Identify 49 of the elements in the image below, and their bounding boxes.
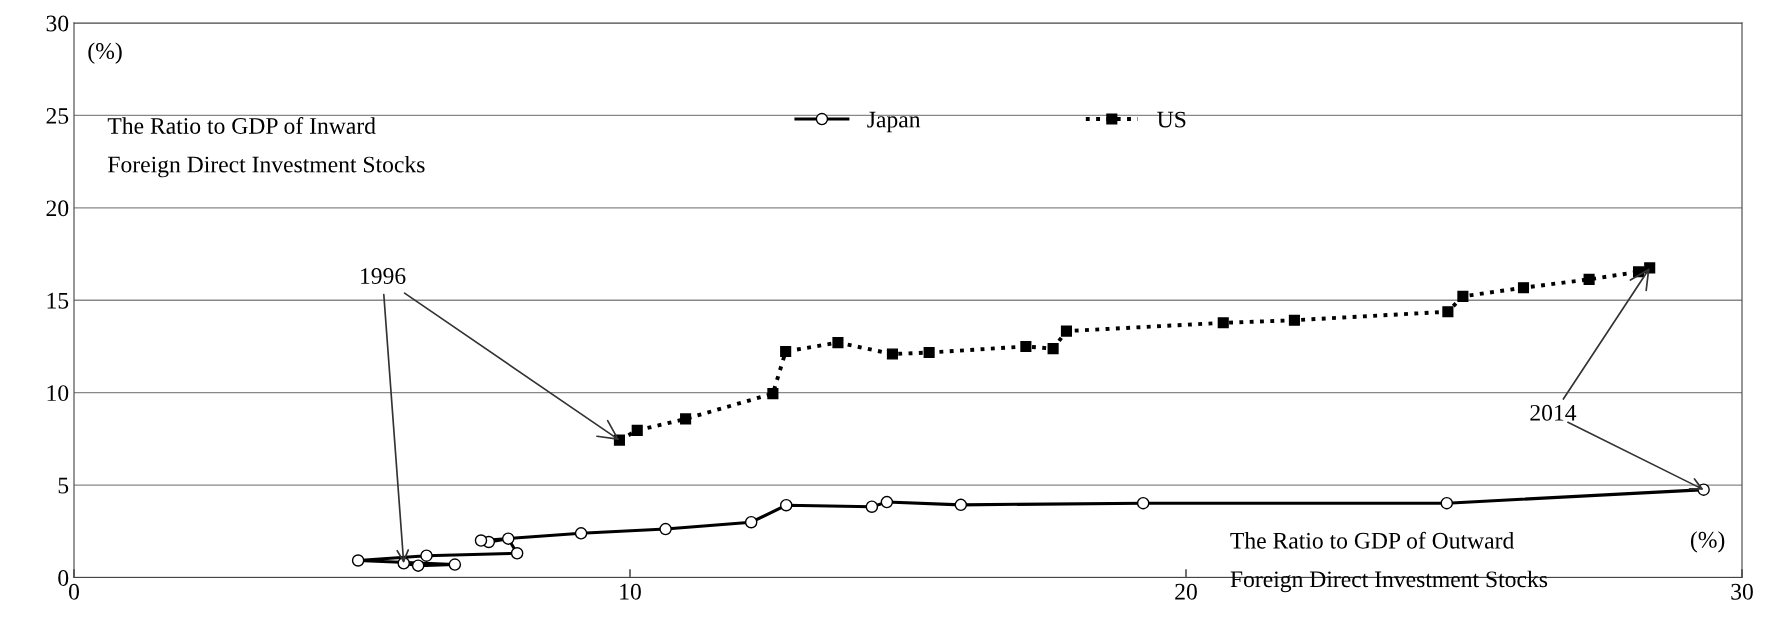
point [1442,306,1454,318]
y-tick-label: 15 [47,292,69,309]
point [767,388,779,400]
point [680,413,692,425]
point [1020,340,1032,353]
legend-label: US [1157,111,1186,128]
point [886,348,898,360]
point [832,337,844,349]
point [865,500,879,513]
point [780,345,792,358]
y-tick-label: 10 [47,385,69,402]
point [954,498,968,512]
annotation: The Ratio to GDP of Inward Foreign Direct Investment Stocks [107,117,425,178]
point [923,347,935,359]
annotation: (%) [88,42,122,64]
point [880,495,894,509]
point [744,515,758,529]
point [1288,314,1300,326]
point [510,547,524,560]
point [659,522,672,536]
y-tick-label: 20 [46,200,69,217]
point [574,527,588,540]
point [448,558,462,571]
point [631,424,643,436]
point [1217,317,1229,329]
point [474,534,488,547]
point [420,549,433,562]
annotation: 1996 [361,268,406,284]
x-tick-label: 20 [1175,583,1197,600]
point [1583,273,1595,285]
annotation: (%) [1690,531,1725,553]
legend-label: Japan [867,111,921,133]
point [1136,496,1150,510]
point [351,554,365,567]
y-tick-label: 0 [58,569,69,586]
y-tick-label: 5 [58,477,69,494]
y-tick-label: 25 [46,107,69,124]
point [779,498,793,512]
point [1440,496,1454,510]
y-tick-label: 30 [46,15,69,32]
point [501,532,515,545]
x-tick-label: 10 [620,583,641,600]
x-tick-label: 30 [1731,583,1753,600]
point [1060,325,1073,337]
annotation: 2014 [1530,404,1577,421]
point [1457,290,1469,302]
point [1517,282,1530,294]
point [411,559,425,572]
point [1047,343,1059,355]
